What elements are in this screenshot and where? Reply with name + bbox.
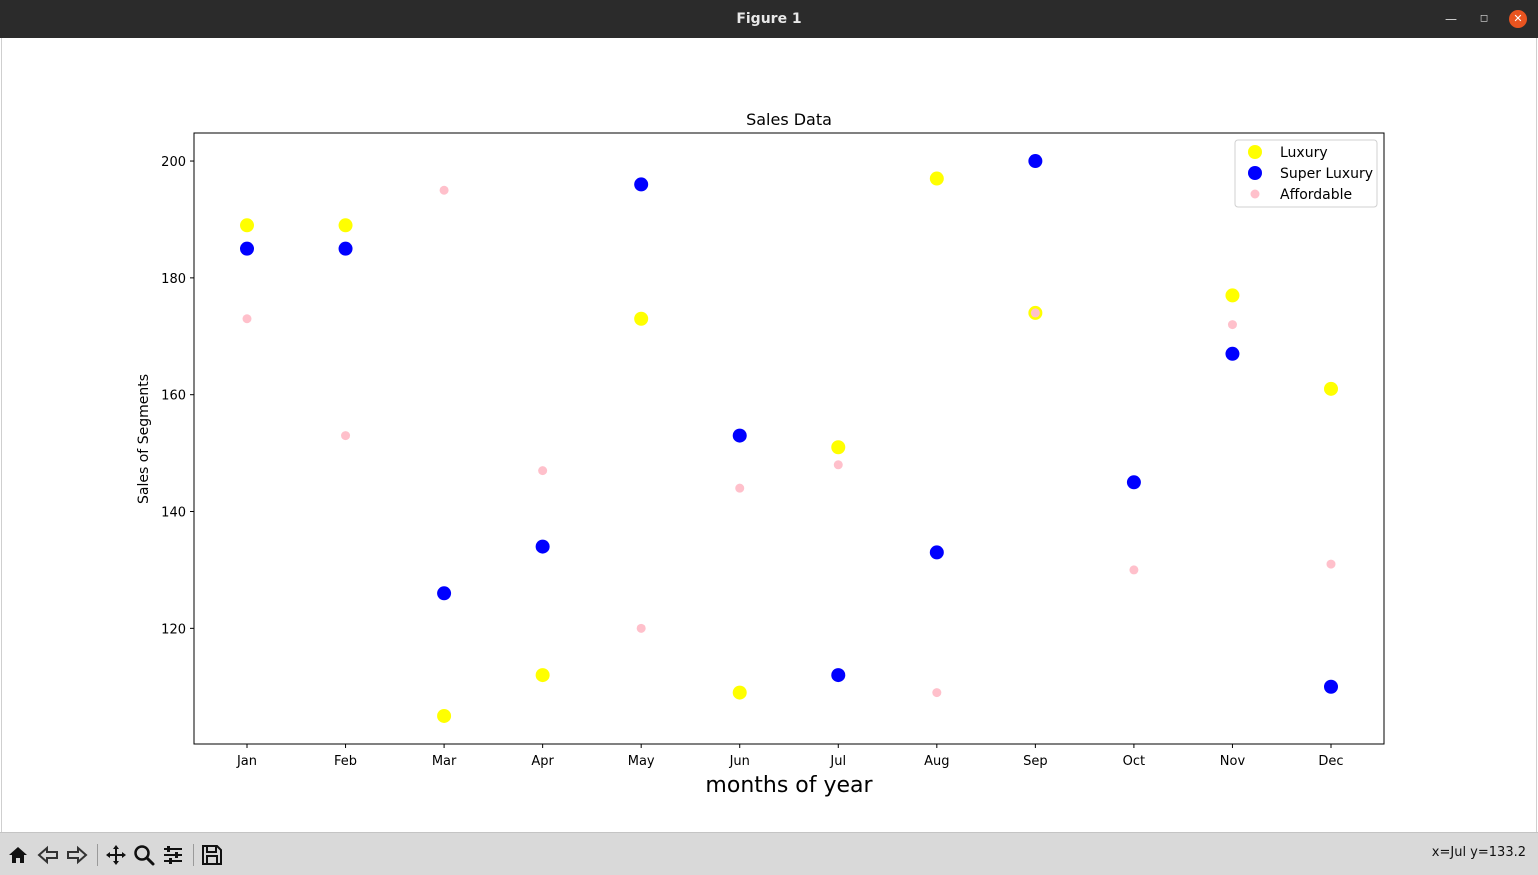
- y-tick-label: 140: [161, 506, 186, 521]
- data-point-super-luxury: [240, 241, 254, 256]
- x-axis-label: months of year: [705, 773, 873, 798]
- y-axis-label: Sales of Segments: [136, 374, 152, 504]
- data-point-affordable: [439, 185, 449, 195]
- data-point-luxury: [732, 685, 747, 700]
- legend-label: Luxury: [1280, 145, 1328, 161]
- legend-marker: [1250, 189, 1260, 199]
- data-point-super-luxury: [634, 177, 649, 192]
- toolbar-separator: [97, 844, 98, 866]
- x-tick-label: Jan: [236, 754, 257, 769]
- data-point-affordable: [242, 314, 252, 324]
- home-icon[interactable]: [6, 843, 30, 867]
- window-title: Figure 1: [736, 11, 802, 27]
- back-arrow-icon[interactable]: [36, 843, 60, 867]
- maximize-button[interactable]: ◻: [1479, 13, 1489, 24]
- plot-area: [193, 132, 1385, 745]
- y-tick-label: 180: [161, 272, 186, 287]
- x-tick-label: Nov: [1220, 754, 1246, 769]
- data-point-super-luxury: [1126, 475, 1141, 490]
- data-point-affordable: [1326, 559, 1336, 569]
- configure-subplots-icon[interactable]: [161, 843, 185, 867]
- data-point-luxury: [240, 218, 254, 233]
- x-tick-label: Jul: [829, 754, 846, 769]
- data-point-luxury: [831, 440, 846, 455]
- x-tick-label: Jun: [729, 754, 750, 769]
- cursor-coordinates: x=Jul y=133.2: [1431, 845, 1526, 860]
- x-tick-label: Feb: [334, 754, 357, 769]
- data-point-affordable: [735, 483, 745, 493]
- x-tick-label: Aug: [924, 754, 949, 769]
- y-tick-label: 120: [161, 622, 186, 637]
- data-point-luxury: [338, 218, 353, 233]
- scatter-chart: Sales Data Jan Feb Mar Apr May Jun Jul Aug Sep Oc…: [136, 110, 1385, 798]
- data-point-luxury: [929, 171, 944, 186]
- y-tick-label: 200: [161, 155, 186, 170]
- data-point-super-luxury: [437, 586, 452, 601]
- pan-icon[interactable]: [104, 843, 128, 867]
- window-titlebar: Figure 1 — ◻ ✕: [0, 0, 1538, 38]
- y-tick-label: 160: [161, 389, 186, 404]
- toolbar-separator: [193, 844, 194, 866]
- x-tick-label: Sep: [1023, 754, 1048, 769]
- data-point-luxury: [535, 668, 550, 683]
- data-point-luxury: [634, 311, 649, 326]
- data-point-affordable: [833, 460, 843, 470]
- x-tick-label: May: [628, 754, 655, 769]
- data-point-affordable: [1227, 320, 1237, 330]
- data-point-affordable: [932, 688, 942, 698]
- data-point-luxury: [1225, 288, 1240, 303]
- save-icon[interactable]: [200, 843, 224, 867]
- data-point-super-luxury: [929, 545, 944, 560]
- close-button[interactable]: ✕: [1509, 10, 1527, 28]
- figure-canvas[interactable]: Sales Data Jan Feb Mar Apr May Jun Jul Aug Sep Oc…: [1, 38, 1537, 832]
- chart-title: Sales Data: [746, 110, 832, 129]
- data-point-super-luxury: [1225, 346, 1240, 361]
- legend-marker: [1248, 145, 1262, 159]
- data-point-super-luxury: [1028, 154, 1043, 169]
- data-point-super-luxury: [1324, 679, 1338, 694]
- navigation-toolbar: x=Jul y=133.2: [0, 832, 1538, 875]
- legend-label: Super Luxury: [1280, 166, 1373, 182]
- data-point-affordable: [538, 466, 548, 476]
- data-point-luxury: [437, 708, 452, 723]
- legend-label: Affordable: [1280, 187, 1352, 203]
- data-point-affordable: [1129, 565, 1139, 575]
- data-point-super-luxury: [535, 539, 550, 554]
- x-tick-label: Dec: [1318, 754, 1343, 769]
- data-point-affordable: [636, 623, 646, 633]
- data-point-super-luxury: [732, 428, 747, 443]
- x-tick-label: Apr: [531, 754, 554, 769]
- data-point-luxury: [1324, 381, 1338, 396]
- x-tick-label: Mar: [432, 754, 457, 769]
- data-point-super-luxury: [831, 668, 846, 683]
- data-point-affordable: [341, 431, 351, 441]
- legend-box: [1234, 139, 1378, 208]
- zoom-icon[interactable]: [132, 843, 156, 867]
- forward-arrow-icon[interactable]: [65, 843, 89, 867]
- legend-marker: [1248, 166, 1262, 180]
- x-tick-label: Oct: [1123, 754, 1145, 769]
- minimize-button[interactable]: —: [1445, 12, 1457, 26]
- data-point-super-luxury: [338, 241, 353, 256]
- chart-legend: Luxury Super Luxury Affordable: [1234, 139, 1378, 208]
- data-point-affordable: [1030, 308, 1040, 318]
